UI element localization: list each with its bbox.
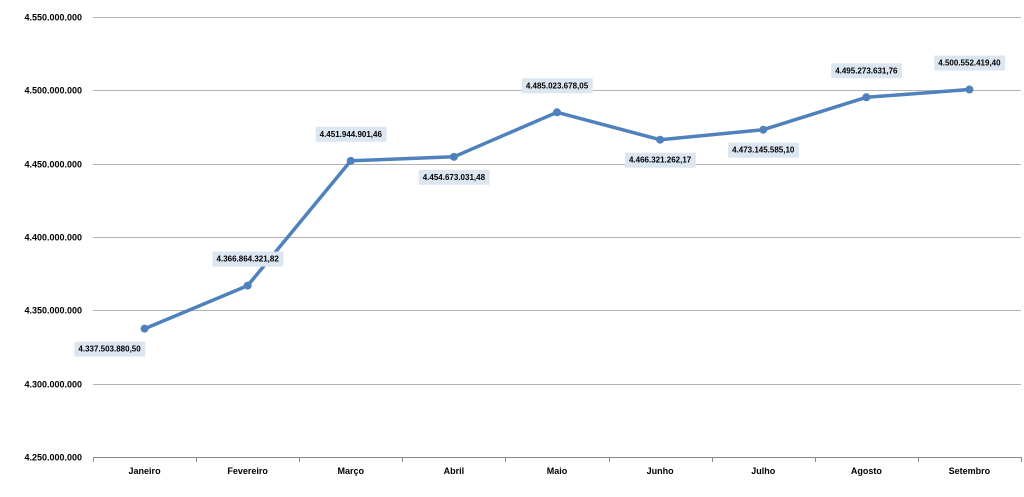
data-label-background <box>315 126 387 142</box>
data-label-background <box>418 169 490 185</box>
x-tick-label: Julho <box>751 466 776 476</box>
x-tick-label: Março <box>338 466 365 476</box>
data-point <box>862 93 871 102</box>
x-tick-label: Janeiro <box>129 466 162 476</box>
x-tick-label: Setembro <box>949 466 991 476</box>
data-label-text: 4.473.145.585,10 <box>732 146 795 155</box>
data-point <box>656 135 665 144</box>
x-tick-label: Abril <box>444 466 465 476</box>
data-point <box>449 152 458 161</box>
data-label: 4.495.273.631,76 <box>831 63 903 79</box>
data-label: 4.337.503.880,50 <box>74 341 146 357</box>
data-label: 4.500.552.419,40 <box>934 55 1006 71</box>
y-axis-tick-labels: 4.250.000.000 4.300.000.000 4.350.000.000 4… <box>24 13 82 463</box>
data-point <box>553 108 561 117</box>
data-label-text: 4.500.552.419,40 <box>938 59 1001 68</box>
data-label-text: 4.337.503.880,50 <box>78 345 141 354</box>
data-label-background <box>521 78 593 94</box>
data-label-text: 4.454.673.031,48 <box>423 173 486 182</box>
data-label-background <box>831 63 903 79</box>
data-label-background <box>624 152 696 168</box>
x-tick-label: Fevereiro <box>227 466 268 476</box>
y-tick-label: 4.450.000.000 <box>24 160 82 170</box>
data-point <box>140 324 149 333</box>
data-label: 4.466.321.262,17 <box>624 152 696 168</box>
series-line <box>142 87 972 331</box>
data-point <box>759 125 768 134</box>
data-label-text: 4.451.944.901,46 <box>320 130 383 139</box>
data-label-text: 4.485.023.678,05 <box>526 81 589 90</box>
x-axis-tick-labels: Janeiro Fevereiro Março Abril Maio Junho Julho… <box>129 466 991 476</box>
y-tick-label: 4.250.000.000 <box>24 453 82 463</box>
data-label-text: 4.466.321.262,17 <box>629 156 692 165</box>
data-label-text: 4.495.273.631,76 <box>835 66 898 75</box>
x-tick-label: Agosto <box>851 466 882 476</box>
x-tick-label: Junho <box>647 466 674 476</box>
data-labels: 4.337.503.880,50 4.366.864.321,82 4.451.94… <box>74 55 1006 357</box>
data-label-background <box>934 55 1006 71</box>
y-tick-label: 4.550.000.000 <box>24 13 82 23</box>
data-label-background <box>74 341 146 357</box>
x-tick-label: Maio <box>547 466 568 476</box>
data-point <box>965 85 974 94</box>
data-point <box>346 156 355 165</box>
data-label-text: 4.366.864.321,82 <box>217 255 280 264</box>
y-tick-label: 4.300.000.000 <box>24 380 82 390</box>
data-point <box>243 281 252 290</box>
data-label-background <box>212 251 284 267</box>
data-label: 4.473.145.585,10 <box>728 142 799 158</box>
data-label: 4.451.944.901,46 <box>315 126 387 142</box>
series <box>140 85 974 333</box>
data-label: 4.485.023.678,05 <box>521 78 593 94</box>
data-label: 4.454.673.031,48 <box>418 169 490 185</box>
y-tick-label: 4.500.000.000 <box>24 86 82 96</box>
data-label-background <box>728 142 799 158</box>
data-label: 4.366.864.321,82 <box>212 251 284 267</box>
y-tick-label: 4.350.000.000 <box>24 306 82 316</box>
y-tick-label: 4.400.000.000 <box>24 233 82 243</box>
